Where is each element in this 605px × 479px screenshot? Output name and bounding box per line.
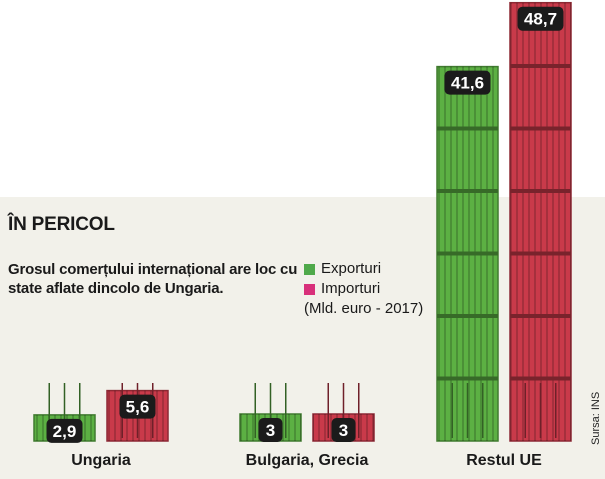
legend-label-exports: Exporturi [321,260,382,277]
bar-imports-restul-ue-divider [510,376,571,381]
bar-imports-ungaria: 5,6 [106,383,169,442]
bar-exports-bulgaria-grecia-value-label: 3 [266,421,275,440]
bar-imports-restul-ue-texture [510,2,571,441]
bar-imports-bulgaria-grecia: 3 [312,383,375,442]
category-label-ungaria: Ungaria [71,452,131,469]
bar-exports-restul-ue-divider [437,251,498,256]
bar-imports-restul-ue-divider [510,251,571,256]
bar-imports-restul-ue-divider [510,126,571,131]
category-label-bulgaria-grecia: Bulgaria, Grecia [245,452,369,469]
legend-item-exports: Exporturi [304,259,423,279]
bar-imports-restul-ue-divider [510,189,571,193]
bar-exports-restul-ue-divider [437,376,498,381]
bar-imports-bulgaria-grecia-label-bg [331,418,356,442]
bar-imports-restul-ue-divider [510,314,571,318]
bar-imports-bulgaria-grecia-value-label: 3 [339,421,348,440]
bar-imports-restul-ue-label-bg [517,6,564,31]
bar-exports-ungaria: 2,9 [33,383,96,443]
source-note: Sursa: INS [590,391,602,445]
bar-exports-restul-ue-divider [437,314,498,318]
bar-exports-bulgaria-grecia: 3 [239,383,302,442]
title-panel [0,197,605,479]
bar-exports-restul-ue-divider [437,189,498,193]
bar-exports-restul-ue-label-bg [444,70,491,95]
legend-swatch-imports [304,283,315,295]
legend-swatch-exports [304,263,315,275]
legend-item-imports: Importuri [304,279,423,299]
legend-unit: (Mld. euro - 2017) [304,300,424,317]
bar-exports-restul-ue-value-label: 41,6 [451,74,484,93]
bar-exports-restul-ue-divider [437,126,498,131]
bar-imports-ungaria-value-label: 5,6 [126,398,150,417]
bar-exports-restul-ue: 41,6 [436,65,499,442]
bar-exports-ungaria-value-label: 2,9 [53,422,77,441]
bar-imports-restul-ue-divider [510,64,571,68]
bar-imports-restul-ue: 48,7 [509,1,572,442]
bar-imports-ungaria-label-bg [119,394,156,419]
chart-title: ÎN PERICOL [8,214,115,235]
legend-label-imports: Importuri [321,280,381,297]
legend: Exporturi Importuri (Mld. euro - 2017) [304,259,423,319]
bar-imports-restul-ue-value-label: 48,7 [524,10,557,29]
category-label-restul-ue: Restul UE [466,452,542,469]
bar-exports-bulgaria-grecia-label-bg [258,418,283,442]
bar-exports-ungaria-label-bg [46,418,83,443]
chart-subtitle: Grosul comerțului internațional are loc … [8,261,298,297]
